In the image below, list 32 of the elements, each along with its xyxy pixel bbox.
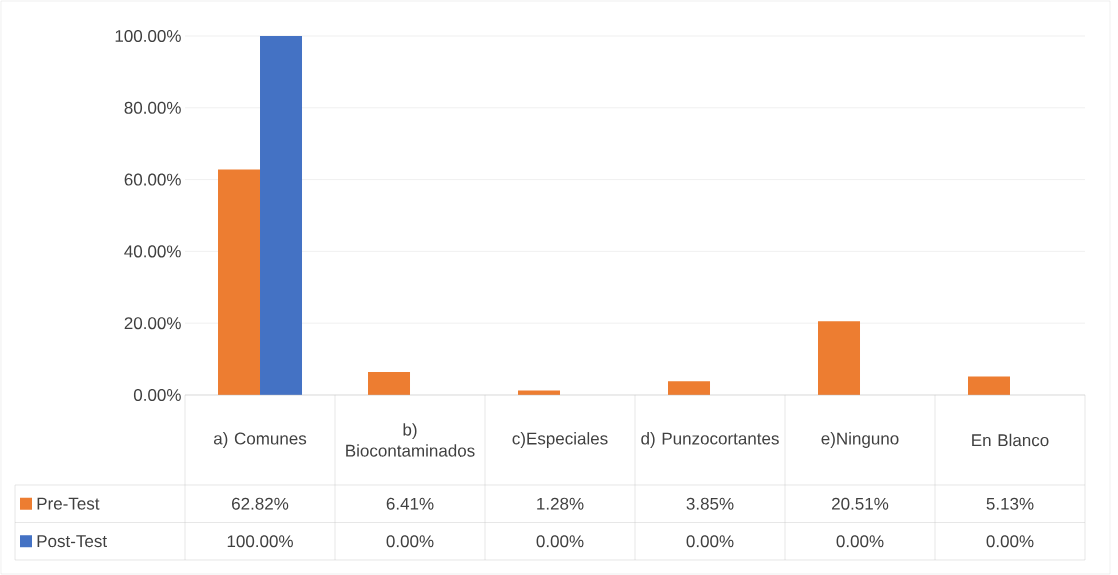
data-label: 0.00% [836, 535, 884, 548]
data-label: 0.00% [386, 535, 434, 548]
bar [818, 321, 860, 395]
y-tick-label: 20.00% [124, 317, 181, 330]
data-label: 0.00% [986, 535, 1034, 548]
x-tick-label: En Blanco [972, 433, 1049, 447]
x-tick-label: a) Comunes [213, 432, 307, 448]
y-tick-label: 100.00% [115, 29, 181, 43]
data-label: 62.82% [232, 497, 289, 510]
data-label: 20.51% [832, 497, 889, 510]
x-tick-label: b) Biocontaminados [346, 423, 475, 457]
bar [968, 376, 1010, 395]
x-tick-label: d) Punzocortantes [641, 432, 779, 448]
data-label: 5.13% [986, 497, 1034, 510]
y-tick-label: 40.00% [124, 245, 181, 258]
legend-label: Pre-Test [37, 497, 100, 510]
data-label: 6.41% [386, 497, 434, 510]
data-label: 0.00% [686, 535, 734, 548]
legend-label: Post-Test [37, 535, 107, 548]
bar [668, 381, 711, 395]
bar [368, 371, 411, 395]
x-tick-label: c)Especiales [512, 432, 608, 448]
bar [260, 35, 303, 395]
x-tick-label: e)Ninguno [821, 432, 899, 448]
data-label: 0.00% [536, 535, 584, 548]
data-label: 100.00% [227, 535, 293, 548]
y-tick-label: 60.00% [124, 173, 181, 186]
data-label: 1.28% [537, 497, 584, 510]
y-tick-label: 80.00% [124, 101, 181, 114]
data-label: 3.85% [686, 497, 734, 510]
bar [218, 169, 261, 395]
y-tick-label: 0.00% [133, 388, 181, 402]
